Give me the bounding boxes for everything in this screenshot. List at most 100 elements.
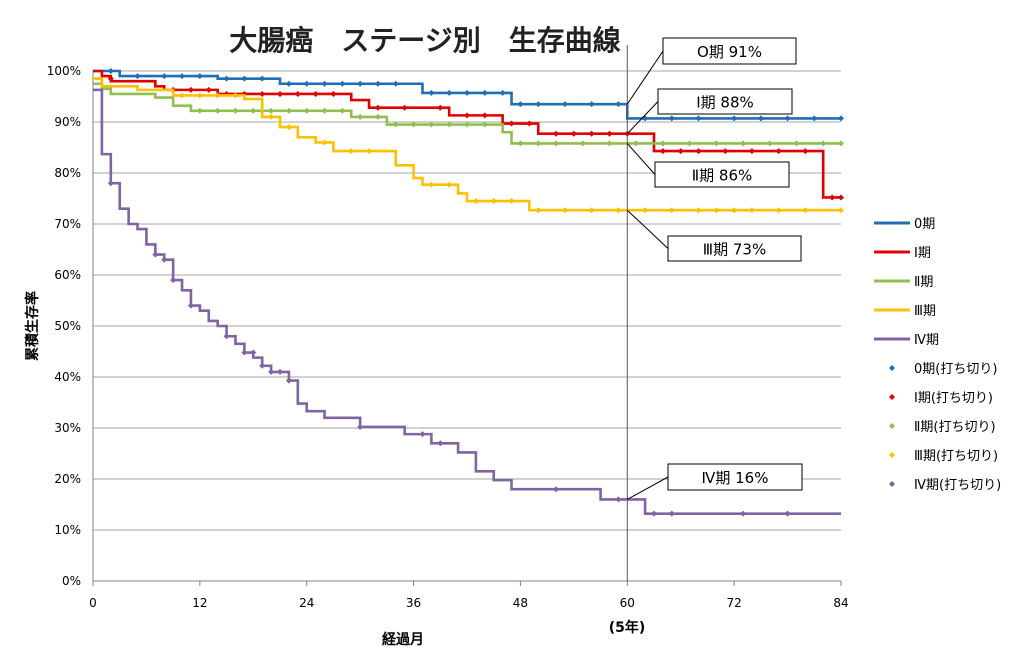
callout-label: Ⅳ期 16% <box>702 469 769 487</box>
censor-marker <box>161 256 168 263</box>
censor-marker <box>615 496 622 503</box>
censor-marker <box>410 121 417 128</box>
censor-marker <box>713 207 720 214</box>
x-tick-label: 12 <box>192 596 207 610</box>
censor-marker <box>285 377 292 384</box>
callouts: O期 91% Ⅰ期 88% Ⅱ期 86% Ⅲ期 73% Ⅳ期 16% <box>626 37 803 500</box>
legend-marker-swatch <box>889 394 895 400</box>
censor-marker <box>196 92 203 99</box>
censor-marker <box>838 115 844 122</box>
censor-marker <box>659 148 666 155</box>
censor-marker <box>508 198 515 205</box>
censor-marker <box>472 198 479 205</box>
censor-marker <box>428 89 435 96</box>
censor-marker <box>259 362 266 369</box>
censor-marker <box>187 302 194 309</box>
censor-marker <box>775 148 782 155</box>
y-tick-label: 100% <box>47 64 81 78</box>
censor-marker <box>392 121 399 128</box>
series-line-4 <box>93 88 841 515</box>
callout-box <box>662 37 797 65</box>
censor-marker <box>250 349 257 356</box>
legend-label: Ⅲ期(打ち切り) <box>914 449 998 464</box>
censor-marker <box>392 80 399 87</box>
censor-marker <box>553 130 560 137</box>
censor-marker <box>784 115 791 122</box>
censor-marker <box>321 139 328 146</box>
censor-marker <box>134 73 141 80</box>
censor-marker <box>196 73 203 80</box>
censor-marker <box>285 107 292 114</box>
censor-marker <box>642 115 649 122</box>
x-tick-label: 84 <box>833 596 848 610</box>
censor-marker <box>277 90 283 97</box>
censor-marker <box>588 101 595 108</box>
censor-marker <box>268 113 275 120</box>
y-tick-label: 0% <box>62 574 81 588</box>
censor-marker <box>303 107 310 114</box>
callout-leader <box>626 101 659 135</box>
censor-marker <box>366 148 373 155</box>
x-tick-label: 36 <box>406 596 421 610</box>
censor-marker <box>464 112 470 119</box>
legend-label: Ⅰ期(打ち切り) <box>914 391 993 406</box>
y-axis-label: 累積生存率 <box>24 291 41 361</box>
series-line-3 <box>93 77 841 212</box>
censor-marker <box>802 207 809 214</box>
callout-label: O期 91% <box>697 43 762 61</box>
censor-marker <box>170 277 177 284</box>
censor-marker <box>428 121 435 128</box>
censor-marker <box>748 148 755 155</box>
censor-marker <box>446 121 453 128</box>
censor-marker <box>642 207 649 214</box>
censor-marker <box>357 423 364 430</box>
censor-marker <box>464 89 470 96</box>
y-tick-label: 90% <box>54 115 81 129</box>
legend-label: Ⅳ期(打ち切り) <box>914 478 1001 493</box>
censor-marker <box>535 101 542 108</box>
censor-marker <box>401 104 408 111</box>
censor-marker <box>713 140 720 147</box>
censor-marker <box>374 104 381 111</box>
censor-marker <box>695 148 702 155</box>
censor-marker <box>615 101 622 108</box>
x-tick-labels: 0 12 24 36 48 60 72 84 <box>89 596 848 610</box>
callout-label: Ⅱ期 86% <box>692 167 753 185</box>
censor-marker <box>695 115 702 122</box>
censor-marker <box>695 207 702 214</box>
censor-marker <box>651 510 657 517</box>
censor-marker <box>526 120 533 127</box>
censor-marker <box>838 207 844 214</box>
censor-marker <box>107 75 114 82</box>
x-tick-label: 72 <box>727 596 742 610</box>
censor-marker <box>633 140 640 147</box>
censor-marker <box>561 101 568 108</box>
censor-marker <box>161 73 168 80</box>
censor-marker <box>268 368 275 375</box>
censor-marker <box>437 104 444 111</box>
censor-marker <box>838 194 844 201</box>
censor-marker <box>820 140 827 147</box>
censor-marker <box>481 121 488 128</box>
censor-marker <box>517 101 524 108</box>
censor-marker <box>374 113 381 120</box>
censor-marker <box>579 140 586 147</box>
censor-marker <box>838 140 844 147</box>
censor-marker <box>802 148 809 155</box>
x-tick-label: 48 <box>513 596 528 610</box>
censor-marker <box>588 207 595 214</box>
censor-marker <box>659 140 666 147</box>
y-tick-label: 50% <box>54 319 81 333</box>
censor-marker <box>357 80 364 87</box>
series-line-2 <box>93 82 841 145</box>
legend-label: Ⅲ期 <box>914 304 936 319</box>
censor-marker <box>241 349 248 356</box>
callout-leader <box>626 143 656 175</box>
censor-marker <box>535 207 542 214</box>
censor-marker <box>259 90 266 97</box>
censor-marker <box>285 80 292 87</box>
censor-marker <box>615 207 622 214</box>
callout-leader <box>626 50 664 105</box>
grid <box>93 70 841 582</box>
